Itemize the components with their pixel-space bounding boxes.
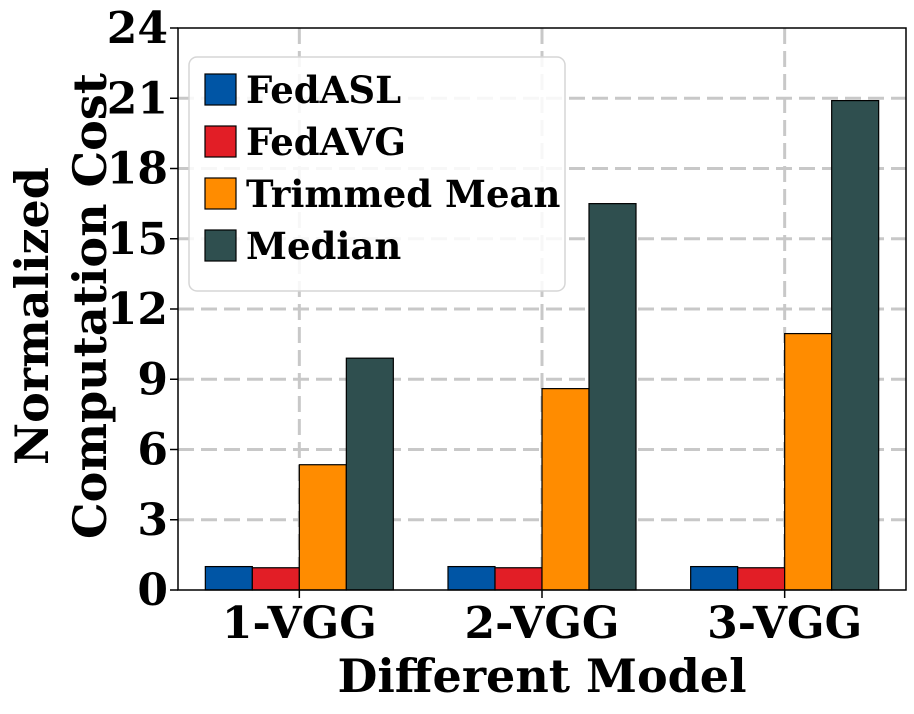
legend-swatch [204, 73, 237, 106]
legend: FedASL FedAVG Trimmed Mean Median [188, 56, 566, 292]
x-tick-label: 2-VGG [465, 598, 620, 649]
x-axis-label: Different Model [337, 649, 746, 703]
legend-swatch [204, 125, 237, 158]
y-tick-label: 21 [107, 73, 168, 124]
legend-label: Trimmed Mean [246, 172, 560, 216]
y-tick-label: 24 [107, 3, 168, 54]
legend-entries: FedASL FedAVG Trimmed Mean Median [204, 68, 560, 268]
y-tick-label: 0 [137, 565, 168, 616]
y-tick-label: 18 [107, 144, 168, 195]
y-tick-label: 3 [137, 495, 168, 546]
y-tick-labels: 0 3 6 9 12 15 18 21 24 [107, 3, 178, 616]
bar-fedavg-2-vgg [494, 567, 543, 591]
bars [204, 99, 880, 591]
bar-median-1-vgg [345, 357, 394, 591]
y-axis-label-line-2: Computation Cost [63, 72, 117, 539]
bar-fedasl-2-vgg [447, 565, 496, 591]
legend-label: Median [246, 224, 401, 268]
y-tick-label: 12 [107, 284, 168, 335]
y-axis-label-line-1: Normalized [5, 167, 59, 465]
bar-fedavg-3-vgg [737, 567, 786, 591]
x-tick-label: 1-VGG [222, 598, 377, 649]
bar-trimmed-mean-3-vgg [784, 332, 833, 591]
bar-median-3-vgg [831, 99, 880, 591]
bar-fedasl-3-vgg [690, 565, 739, 591]
legend-label: FedAVG [246, 120, 406, 164]
x-tick-labels: 1-VGG 2-VGG 3-VGG [222, 590, 862, 649]
y-tick-label: 15 [107, 214, 168, 265]
y-tick-label: 6 [137, 425, 168, 476]
bar-median-2-vgg [588, 203, 637, 591]
legend-swatch [204, 177, 237, 210]
legend-swatch [204, 229, 237, 262]
bar-trimmed-mean-2-vgg [541, 388, 590, 591]
x-tick-label: 3-VGG [707, 598, 862, 649]
legend-box [188, 56, 566, 292]
bar-trimmed-mean-1-vgg [298, 464, 347, 591]
legend-label: FedASL [246, 68, 401, 112]
bar-fedavg-1-vgg [251, 567, 300, 591]
bar-fedasl-1-vgg [204, 565, 253, 591]
y-tick-label: 9 [137, 354, 168, 405]
